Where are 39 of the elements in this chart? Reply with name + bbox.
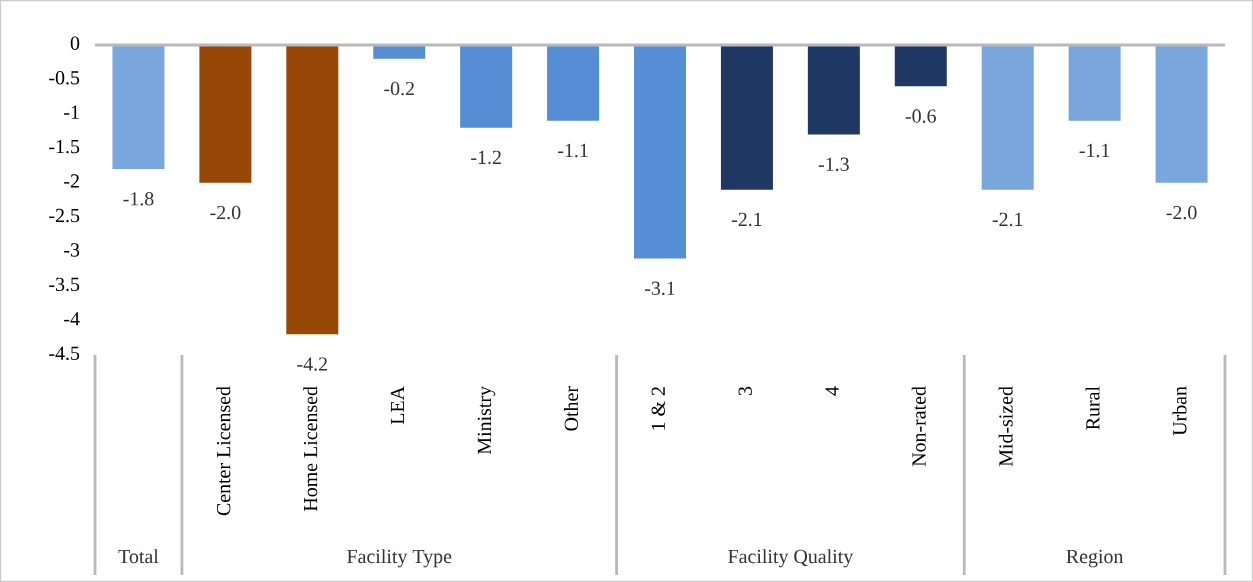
y-tick-label: -2: [64, 174, 79, 188]
data-label: -1.1: [558, 143, 588, 158]
y-tick-label: -1: [64, 105, 79, 119]
data-label: -0.6: [905, 109, 936, 123]
y-tick-label: -2.5: [49, 208, 80, 223]
data-label: -2.0: [1166, 205, 1197, 220]
data-label: -2.1: [992, 212, 1023, 227]
text: Facility Type: [347, 549, 452, 568]
data-label: -2.0: [210, 205, 241, 220]
y-tick-label: -3.5: [49, 277, 80, 292]
x-tick-label: Non-rated: [911, 386, 926, 467]
data-label: -4.2: [297, 357, 327, 371]
y-tick-label: -1.5: [49, 139, 80, 154]
x-tick-label: Ministry: [477, 386, 496, 455]
x-tick-label: Home Licensed: [303, 386, 318, 512]
x-tick-label: Other: [564, 386, 579, 431]
x-tick-label: Center Licensed: [216, 386, 231, 516]
data-label: -1.1: [1079, 143, 1110, 158]
text: Total: [118, 549, 159, 564]
x-tick-label: 1 & 2: [651, 387, 665, 430]
data-label: -1.3: [818, 157, 849, 172]
text: Facility Quality: [728, 549, 854, 568]
y-tick-label: 0: [70, 36, 80, 50]
data-label: -0.2: [384, 81, 414, 96]
x-tick-label: Rural: [1085, 386, 1100, 430]
data-label: -2.1: [731, 212, 762, 227]
y-tick-label: -4: [64, 312, 80, 326]
data-label: -1.2: [471, 150, 501, 165]
y-tick-label: -0.5: [49, 70, 80, 85]
x-tick-label: 4: [825, 386, 839, 396]
y-tick-label: -4.5: [49, 346, 80, 361]
x-tick-label: Mid-sized: [998, 386, 1013, 467]
data-label: -3.1: [644, 281, 675, 296]
text: Region: [1066, 549, 1124, 568]
x-tick-label: 3: [738, 386, 752, 396]
y-tick-label: -3: [64, 243, 80, 257]
x-tick-label: Urban: [1172, 386, 1187, 436]
x-tick-label: LEA: [390, 386, 405, 425]
data-label: -1.8: [123, 192, 154, 206]
